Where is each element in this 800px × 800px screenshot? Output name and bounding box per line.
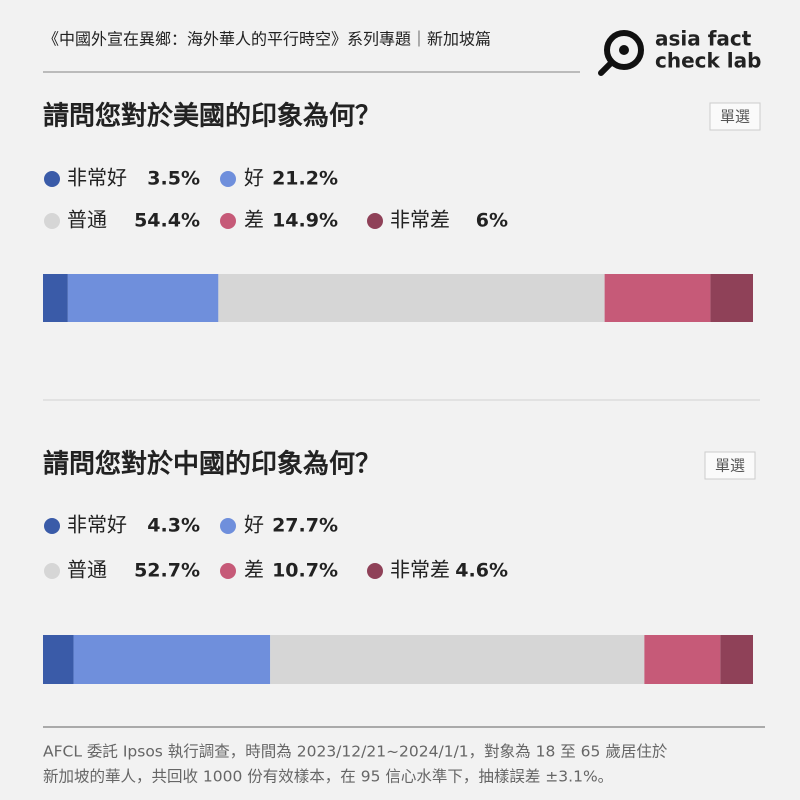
legend-label: 非常差 [390,558,450,582]
value-label: 10.7% [272,560,338,582]
chart-title: 請問您對於中國的印象為何？ [43,449,381,480]
legend-label: 差 [244,558,264,582]
legend-label: 好 [244,513,264,537]
bar-segment [73,635,271,684]
value-label: 6% [476,210,508,232]
bar-segment [710,274,753,322]
legend-label: 非常好 [67,166,127,190]
legend-swatch [220,171,236,187]
bar-segment [720,635,753,684]
legend-swatch [220,518,236,534]
value-label: 4.3% [147,515,200,537]
bar-segment [43,274,68,322]
header-text: 《中國外宣在異鄉：海外華人的平行時空》系列專題｜新加坡篇 [43,30,491,49]
bar-segment [604,274,711,322]
logo-text: check lab [655,49,761,73]
value-label: 4.6% [455,560,508,582]
value-label: 3.5% [147,168,200,190]
legend-swatch [367,563,383,579]
value-label: 54.4% [134,210,200,232]
value-label: 27.7% [272,515,338,537]
footer-text: 新加坡的華人，共回收 1000 份有效樣本，在 95 信心水準下，抽樣誤差 ±3… [43,768,613,786]
badge-box [709,102,761,131]
legend-label: 普通 [67,208,107,232]
bar-segment [644,635,721,684]
legend-label: 普通 [67,558,107,582]
legend-swatch [367,213,383,229]
logo-icon-handle [598,60,614,76]
bar-segment [43,635,74,684]
badge: 單選 [715,457,745,475]
legend-swatch [220,213,236,229]
legend-label: 差 [244,208,264,232]
value-label: 14.9% [272,210,338,232]
chart-title: 請問您對於美國的印象為何？ [43,101,381,132]
legend-swatch [220,563,236,579]
legend-label: 非常好 [67,513,127,537]
footer-text: AFCL 委託 Ipsos 執行調查，時間為 2023/12/21~2024/1… [43,743,668,761]
badge: 單選 [720,108,750,126]
bar-segment [67,274,219,322]
legend-swatch [44,563,60,579]
legend-swatch [44,213,60,229]
badge-box [704,451,756,480]
logo-icon-dot [619,45,629,55]
legend-label: 非常差 [390,208,450,232]
logo-text: asia fact [655,27,752,51]
logo: asia fact check lab [598,27,761,76]
bar-segment [218,274,605,322]
legend-swatch [44,171,60,187]
bar-segment [270,635,645,684]
legend-label: 好 [244,166,264,190]
legend-swatch [44,518,60,534]
value-label: 52.7% [134,560,200,582]
logo-icon [604,30,644,70]
value-label: 21.2% [272,168,338,190]
